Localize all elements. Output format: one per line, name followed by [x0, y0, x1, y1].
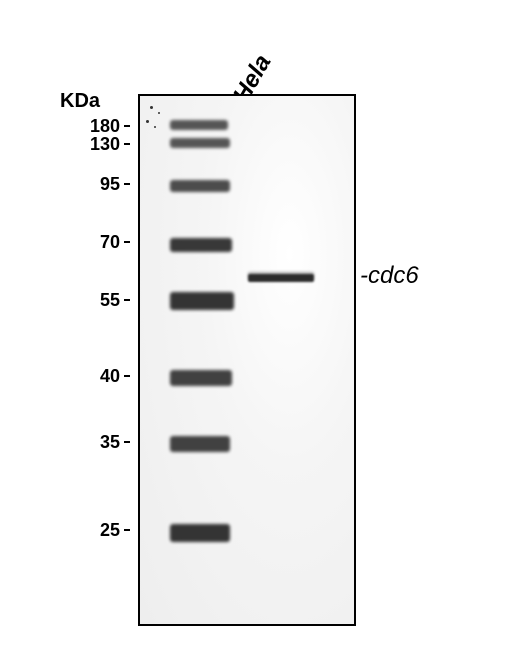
- ladder-band-7: [170, 524, 230, 542]
- kda-header: KDa: [60, 90, 100, 113]
- mw-tick-180: [124, 125, 130, 127]
- band-annotation-0: -cdc6: [360, 262, 419, 290]
- mw-label-130: 130: [90, 134, 120, 155]
- mw-tick-40: [124, 375, 130, 377]
- mw-label-35: 35: [100, 432, 120, 453]
- sample-band-0: [248, 274, 314, 282]
- speckle-3: [154, 126, 156, 128]
- mw-label-25: 25: [100, 520, 120, 541]
- ladder-band-0: [170, 120, 228, 130]
- mw-tick-25: [124, 529, 130, 531]
- speckle-0: [150, 106, 153, 109]
- ladder-band-6: [170, 436, 230, 452]
- ladder-band-3: [170, 238, 232, 252]
- gel-box: [138, 94, 356, 626]
- mw-tick-70: [124, 241, 130, 243]
- mw-label-40: 40: [100, 366, 120, 387]
- ladder-band-5: [170, 370, 232, 386]
- ladder-band-1: [170, 138, 230, 148]
- ladder-band-4: [170, 292, 234, 310]
- speckle-2: [146, 120, 149, 123]
- mw-label-70: 70: [100, 232, 120, 253]
- mw-tick-55: [124, 299, 130, 301]
- speckle-1: [158, 112, 160, 114]
- mw-label-95: 95: [100, 174, 120, 195]
- mw-tick-130: [124, 143, 130, 145]
- ladder-band-2: [170, 180, 230, 192]
- mw-label-55: 55: [100, 290, 120, 311]
- mw-tick-35: [124, 441, 130, 443]
- mw-tick-95: [124, 183, 130, 185]
